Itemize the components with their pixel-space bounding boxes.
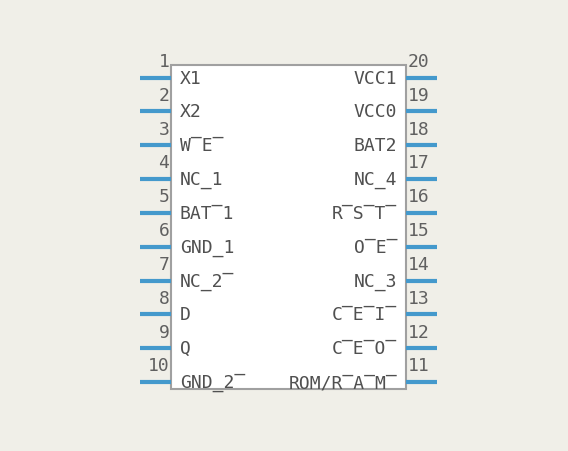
Text: NC_2̅: NC_2̅ bbox=[179, 272, 234, 290]
Text: 3: 3 bbox=[158, 120, 169, 138]
Text: 7: 7 bbox=[158, 255, 169, 273]
Text: 15: 15 bbox=[408, 221, 429, 239]
Text: X1: X1 bbox=[179, 69, 202, 87]
Text: VCC0: VCC0 bbox=[354, 103, 397, 121]
Text: D: D bbox=[179, 306, 191, 324]
Text: ROM/R̅A̅M̅: ROM/R̅A̅M̅ bbox=[289, 373, 397, 391]
Text: 18: 18 bbox=[408, 120, 429, 138]
Text: BAT̅1: BAT̅1 bbox=[179, 204, 234, 222]
Text: 6: 6 bbox=[158, 221, 169, 239]
Text: 16: 16 bbox=[408, 188, 429, 206]
Text: 1: 1 bbox=[158, 53, 169, 71]
Text: 10: 10 bbox=[148, 357, 169, 375]
Text: 9: 9 bbox=[158, 323, 169, 341]
Bar bbox=[171, 66, 406, 389]
Text: 12: 12 bbox=[408, 323, 429, 341]
Text: 11: 11 bbox=[408, 357, 429, 375]
Text: 8: 8 bbox=[158, 289, 169, 307]
Text: GND_1: GND_1 bbox=[179, 238, 234, 256]
Text: NC_1: NC_1 bbox=[179, 171, 223, 189]
Text: R̅S̅T̅: R̅S̅T̅ bbox=[332, 204, 397, 222]
Text: GND_2̅: GND_2̅ bbox=[179, 373, 245, 391]
Text: NC_4: NC_4 bbox=[354, 171, 397, 189]
Text: 2: 2 bbox=[158, 87, 169, 105]
Text: 13: 13 bbox=[408, 289, 429, 307]
Text: 5: 5 bbox=[158, 188, 169, 206]
Text: X2: X2 bbox=[179, 103, 202, 121]
Text: 4: 4 bbox=[158, 154, 169, 172]
Text: O̅E̅: O̅E̅ bbox=[354, 238, 397, 256]
Text: Q: Q bbox=[179, 340, 191, 358]
Text: 17: 17 bbox=[408, 154, 429, 172]
Text: 19: 19 bbox=[408, 87, 429, 105]
Text: W̅E̅: W̅E̅ bbox=[179, 137, 223, 155]
Text: C̅E̅I̅: C̅E̅I̅ bbox=[332, 306, 397, 324]
Text: BAT2: BAT2 bbox=[354, 137, 397, 155]
Text: VCC1: VCC1 bbox=[354, 69, 397, 87]
Text: 14: 14 bbox=[408, 255, 429, 273]
Text: C̅E̅O̅: C̅E̅O̅ bbox=[332, 340, 397, 358]
Text: NC_3: NC_3 bbox=[354, 272, 397, 290]
Text: 20: 20 bbox=[408, 53, 429, 71]
